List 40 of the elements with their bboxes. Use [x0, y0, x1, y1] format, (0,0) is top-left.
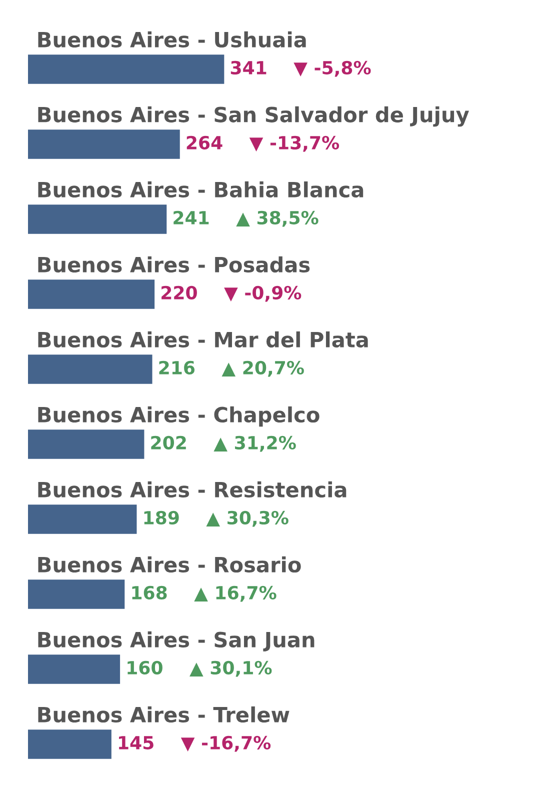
annotation: ▲ 16,7% — [194, 586, 276, 602]
data-label: 216 — [159, 360, 195, 374]
data-label: 264 — [186, 136, 222, 150]
bar — [28, 354, 152, 384]
y-tick-label: Buenos Aires - San Juan — [38, 631, 314, 652]
bar — [28, 204, 167, 234]
bar — [28, 130, 180, 159]
text: ▼ -13,7% — [249, 136, 340, 152]
y-tick-label: Buenos Aires - Ushuaia — [38, 31, 306, 48]
y-tick-label: Buenos Aires - Posadas — [38, 256, 310, 273]
y-tick-label: Buenos Aires - Chapelco — [38, 406, 320, 427]
y-tick-label: Buenos Aires - Rosario — [38, 556, 301, 573]
bar — [28, 430, 144, 459]
bar — [28, 580, 125, 609]
annotation: ▼ -0,9% — [224, 286, 302, 302]
annotation: ▲ 30,1% — [190, 660, 272, 677]
annotation: ▲ 30,3% — [206, 510, 288, 527]
bar — [28, 54, 224, 84]
data-label: 168 — [132, 586, 167, 600]
data-label: 189 — [144, 510, 179, 524]
bar — [28, 730, 112, 759]
data-label: 145 — [119, 736, 154, 750]
y-tick-label: Buenos Aires - Bahia Blanca — [38, 181, 364, 198]
y-tick-label: Buenos Aires - San Salvador de Jujuy — [38, 106, 469, 127]
bar — [28, 280, 155, 309]
annotation: ▼ -16,7% — [180, 736, 271, 752]
y-tick-label: Buenos Aires - Resistencia — [38, 481, 346, 498]
data-label: 202 — [151, 436, 186, 450]
data-label: 341 — [230, 60, 266, 74]
bar — [28, 654, 120, 684]
data-label: 160 — [128, 660, 162, 674]
text: ▲ 38,5% — [236, 210, 318, 227]
data-label: 241 — [174, 210, 209, 224]
text: ▼ -5,8% — [294, 60, 371, 77]
annotation: ▲ 31,2% — [214, 436, 296, 452]
data-label: 220 — [162, 286, 197, 300]
bar — [28, 504, 137, 534]
annotation: ▲ 20,7% — [222, 360, 304, 377]
y-tick-label: Buenos Aires - Mar del Plata — [38, 331, 368, 348]
y-tick-label: Buenos Aires - Trelew — [38, 706, 290, 723]
